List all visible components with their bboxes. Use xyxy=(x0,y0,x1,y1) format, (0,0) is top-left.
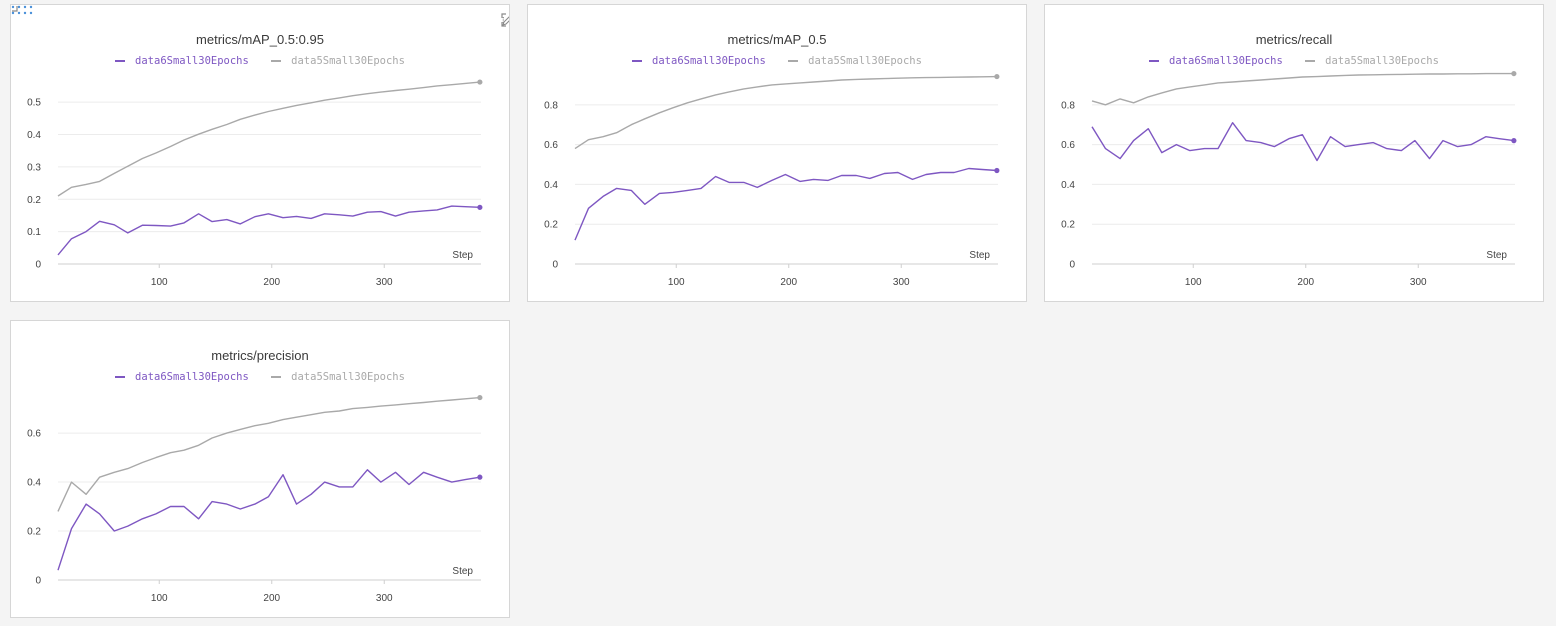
legend-label: data6Small30Epochs xyxy=(652,55,766,67)
series-end-point xyxy=(477,394,483,401)
fullscreen-icon[interactable] xyxy=(501,13,510,27)
x-tick-label: 100 xyxy=(668,277,685,288)
x-tick-label: 300 xyxy=(893,277,910,288)
series-line-b xyxy=(57,81,480,197)
series-end-point xyxy=(1511,138,1517,144)
x-tick-label: 300 xyxy=(376,593,393,604)
y-tick-label: 0 xyxy=(1069,260,1075,271)
y-tick-label: 0 xyxy=(35,260,41,271)
y-tick-label: 0 xyxy=(552,260,558,271)
legend-swatch xyxy=(115,376,126,378)
y-tick-label: 0.3 xyxy=(27,162,41,173)
y-tick-label: 0.6 xyxy=(544,140,558,151)
chart-svg: 0 0.2 0.4 0.6 100 200 300 Step xyxy=(27,394,483,604)
chart-title: metrics/mAP_0.5 xyxy=(727,32,827,47)
legend-swatch xyxy=(788,60,799,62)
y-tick-label: 0.2 xyxy=(1061,220,1075,231)
more-vertical-icon[interactable] xyxy=(501,13,509,27)
y-tick-label: 0.4 xyxy=(27,478,41,489)
legend-item-series-b: data5Small30Epochs xyxy=(788,55,922,67)
chart-title: metrics/precision xyxy=(211,348,309,363)
legend-swatch xyxy=(1305,60,1316,62)
series-end-point xyxy=(477,474,483,480)
y-tick-label: 0.6 xyxy=(27,429,41,440)
legend-swatch xyxy=(1149,60,1160,62)
legend-item-series-a: data6Small30Epochs xyxy=(632,55,766,67)
chart-svg: 0 0.2 0.4 0.6 0.8 100 200 300 Step xyxy=(1061,70,1517,288)
legend-item-series-a: data6Small30Epochs xyxy=(1149,55,1283,67)
x-tick-label: 100 xyxy=(1185,277,1202,288)
y-tick-label: 0.4 xyxy=(27,130,41,141)
chart-title: metrics/mAP_0.5:0.95 xyxy=(196,32,324,47)
y-tick-label: 0.4 xyxy=(544,180,558,191)
series-line-a xyxy=(57,205,480,256)
legend-label: data5Small30Epochs xyxy=(291,55,405,67)
legend-item-series-a: data6Small30Epochs xyxy=(115,371,249,383)
y-tick-label: 0.8 xyxy=(544,100,558,111)
legend-item-series-a: data6Small30Epochs xyxy=(115,55,249,67)
series-end-point xyxy=(1511,70,1517,77)
x-tick-label: 200 xyxy=(263,277,280,288)
resize-handle-icon[interactable] xyxy=(11,5,18,12)
y-tick-label: 0.2 xyxy=(27,527,41,538)
chart-legend: data6Small30Epochs data5Small30Epochs xyxy=(1045,55,1543,67)
legend-swatch xyxy=(632,60,643,62)
legend-label: data6Small30Epochs xyxy=(135,371,249,383)
chart-legend: data6Small30Epochs data5Small30Epochs xyxy=(11,55,509,67)
chart-panel-recall[interactable]: 0 0.2 0.4 0.6 0.8 100 200 300 Step metrics/recal… xyxy=(1044,4,1544,302)
legend-label: data5Small30Epochs xyxy=(1325,55,1439,67)
series-end-point xyxy=(994,73,1000,80)
y-tick-label: 0.2 xyxy=(544,220,558,231)
series-line-b xyxy=(574,75,997,150)
x-tick-label: 100 xyxy=(151,277,168,288)
legend-swatch xyxy=(115,60,126,62)
legend-item-series-b: data5Small30Epochs xyxy=(271,55,405,67)
y-tick-label: 0.4 xyxy=(1061,180,1075,191)
y-tick-label: 0.1 xyxy=(27,227,41,238)
chart-svg: 0 0.1 0.2 0.3 0.4 0.5 100 200 300 Step xyxy=(27,79,483,288)
chart-panel-map-0.5[interactable]: 0 0.2 0.4 0.6 0.8 100 200 300 Step metrics/mAP_0… xyxy=(527,4,1027,302)
y-tick-label: 0.6 xyxy=(1061,140,1075,151)
x-tick-label: 200 xyxy=(780,277,797,288)
x-tick-label: 200 xyxy=(263,593,280,604)
legend-label: data5Small30Epochs xyxy=(291,371,405,383)
series-end-point xyxy=(994,167,1000,174)
drag-handle-icon[interactable] xyxy=(11,5,35,15)
x-tick-label: 300 xyxy=(376,277,393,288)
chart-panel-map-0.5-0.95[interactable]: 0 0.1 0.2 0.3 0.4 0.5 100 200 300 Step metrics/mA… xyxy=(10,4,510,302)
x-axis-label: Step xyxy=(452,566,473,577)
series-line-b xyxy=(1091,72,1514,106)
series-line-a xyxy=(57,469,481,571)
chart-title: metrics/recall xyxy=(1255,32,1333,47)
chart-panel-precision[interactable]: 0 0.2 0.4 0.6 100 200 300 Step metrics/precisio… xyxy=(10,320,510,618)
series-line-a xyxy=(1091,121,1514,162)
y-tick-label: 0.5 xyxy=(27,98,41,109)
x-tick-label: 100 xyxy=(151,593,168,604)
series-line-b xyxy=(57,396,480,512)
x-axis-label: Step xyxy=(969,250,990,261)
x-tick-label: 300 xyxy=(1410,277,1427,288)
chart-legend: data6Small30Epochs data5Small30Epochs xyxy=(11,371,509,383)
legend-label: data5Small30Epochs xyxy=(808,55,922,67)
legend-item-series-b: data5Small30Epochs xyxy=(1305,55,1439,67)
y-tick-label: 0.2 xyxy=(27,195,41,206)
series-line-a xyxy=(574,167,997,241)
x-tick-label: 200 xyxy=(1297,277,1314,288)
series-end-point xyxy=(477,204,483,210)
y-tick-label: 0 xyxy=(35,576,41,587)
legend-label: data6Small30Epochs xyxy=(1169,55,1283,67)
chart-svg: 0 0.2 0.4 0.6 0.8 100 200 300 Step xyxy=(544,73,1000,288)
series-end-point xyxy=(477,79,483,85)
legend-swatch xyxy=(271,376,282,378)
legend-label: data6Small30Epochs xyxy=(135,55,249,67)
y-tick-label: 0.8 xyxy=(1061,100,1075,111)
x-axis-label: Step xyxy=(452,250,473,261)
x-axis-label: Step xyxy=(1486,250,1507,261)
legend-item-series-b: data5Small30Epochs xyxy=(271,371,405,383)
legend-swatch xyxy=(271,60,282,62)
chart-legend: data6Small30Epochs data5Small30Epochs xyxy=(528,55,1026,67)
